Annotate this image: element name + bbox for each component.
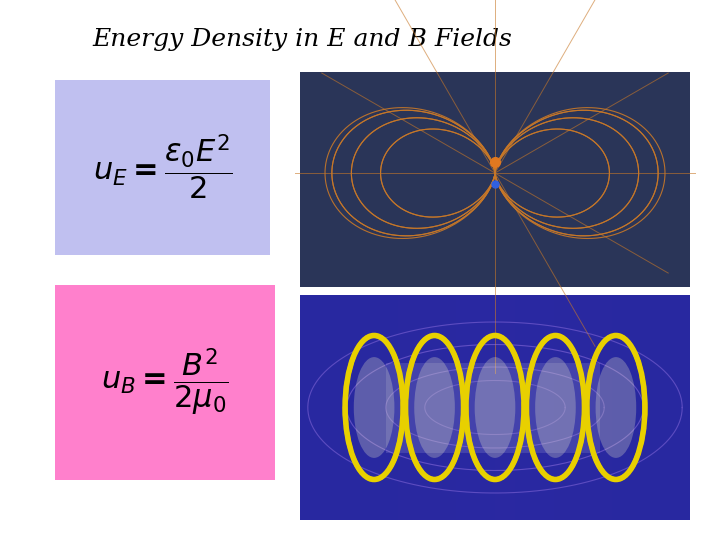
Bar xyxy=(593,295,612,520)
Bar xyxy=(397,295,417,520)
Bar xyxy=(670,295,690,520)
Bar xyxy=(456,295,475,520)
Bar xyxy=(475,295,495,520)
Bar xyxy=(573,295,593,520)
Ellipse shape xyxy=(474,357,516,458)
Bar xyxy=(300,295,320,520)
Bar xyxy=(378,295,397,520)
Bar xyxy=(55,80,270,255)
Bar xyxy=(55,285,275,480)
Bar xyxy=(320,295,339,520)
Bar xyxy=(417,295,436,520)
Bar xyxy=(359,295,378,520)
Text: Energy Density in E and B Fields: Energy Density in E and B Fields xyxy=(92,28,513,51)
Text: $\boldsymbol{u_B = \dfrac{B^2}{2\mu_0}}$: $\boldsymbol{u_B = \dfrac{B^2}{2\mu_0}}$ xyxy=(102,347,229,418)
Bar xyxy=(436,295,456,520)
Ellipse shape xyxy=(595,357,636,458)
Bar xyxy=(515,295,534,520)
Bar xyxy=(495,295,515,520)
Bar xyxy=(651,295,670,520)
Bar xyxy=(554,295,573,520)
Ellipse shape xyxy=(354,357,395,458)
Bar xyxy=(534,295,554,520)
Bar xyxy=(339,295,359,520)
Ellipse shape xyxy=(414,357,455,458)
Bar xyxy=(300,72,690,287)
Bar xyxy=(386,362,600,453)
Text: $\boldsymbol{u_E = \dfrac{\varepsilon_0 E^2}{2}}$: $\boldsymbol{u_E = \dfrac{\varepsilon_0 … xyxy=(93,133,233,202)
Ellipse shape xyxy=(535,357,576,458)
Bar xyxy=(612,295,631,520)
Bar xyxy=(631,295,651,520)
Bar xyxy=(300,295,690,520)
